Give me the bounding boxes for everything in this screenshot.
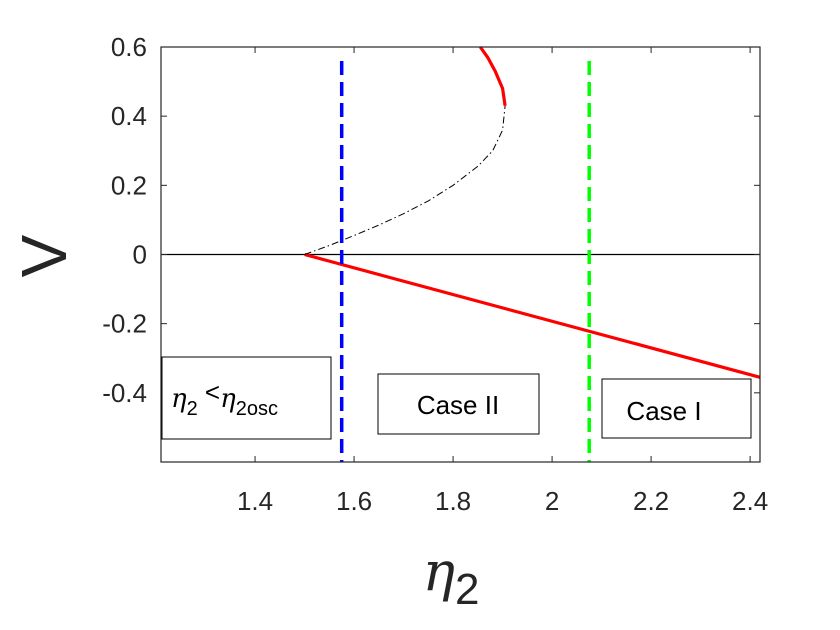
y-tick-label: 0.6 (111, 32, 147, 62)
annotation-text: η2 <η2osc (171, 377, 278, 420)
x-axis-label: η2 (423, 540, 480, 614)
x-axis-label-main: η (423, 540, 455, 603)
annotation-box (601, 378, 752, 439)
x-tick-label: 1.8 (435, 486, 471, 516)
annotation-box (161, 356, 332, 440)
x-tick-label: 2.4 (732, 486, 768, 516)
annotation-text: Case I (626, 396, 701, 426)
y-tick-label: -0.4 (102, 378, 147, 408)
x-tick-label: 1.4 (237, 486, 273, 516)
annotation-text: Case II (417, 390, 499, 420)
y-axis-label: V (8, 234, 80, 277)
x-tick-label: 1.6 (336, 486, 372, 516)
y-tick-label: 0.4 (111, 101, 147, 131)
x-tick-label: 2 (545, 486, 559, 516)
annotation-eta-osc: η2 <η2osc (161, 356, 332, 440)
series-line-1 (304, 252, 761, 379)
y-axis: 0.6 0.4 0.2 0 -0.2 -0.4 (102, 32, 760, 408)
y-tick-label: 0.2 (111, 170, 147, 200)
x-axis: 1.4 1.6 1.8 2 2.2 2.4 (237, 47, 768, 516)
x-axis-label-sub: 2 (455, 565, 479, 614)
x-tick-label: 2.2 (633, 486, 669, 516)
y-tick-label: 0 (133, 240, 147, 270)
annotation-case-ii: Case II (377, 373, 540, 435)
series-line-3 (478, 46, 507, 107)
plot-area (161, 46, 761, 462)
y-tick-label: -0.2 (102, 309, 147, 339)
annotation-case-i: Case I (601, 378, 752, 439)
annotation-box (377, 373, 540, 435)
series-line-2 (304, 105, 506, 255)
